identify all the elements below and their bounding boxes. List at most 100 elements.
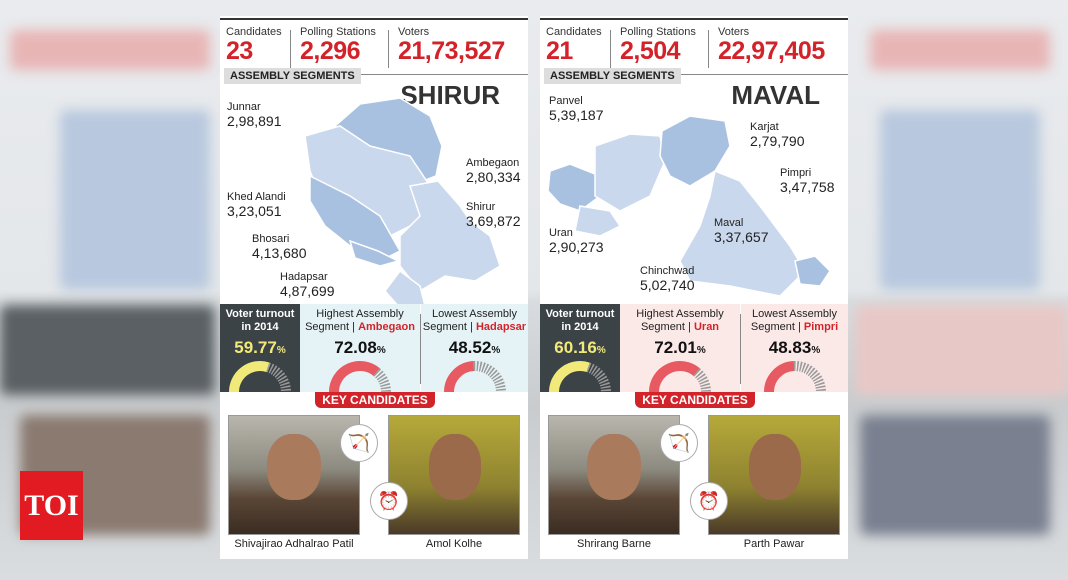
constituency-map	[304, 97, 501, 304]
segment-hadapsar	[384, 269, 426, 304]
candidates-count: 21	[546, 37, 573, 65]
gauge-fill	[229, 361, 270, 392]
highest-value: 72.08	[334, 338, 377, 357]
voter-turnout-box: Voter turnout in 2014 60.16%	[540, 304, 620, 392]
voter-turnout-label: Voter turnout in 2014	[225, 308, 295, 333]
segment-voters: 2,90,273	[549, 239, 604, 255]
segment-name: Uran	[549, 227, 573, 239]
gauge-fill	[443, 361, 474, 392]
candidate-photo	[548, 415, 680, 535]
lowest-value: 48.83	[768, 338, 812, 357]
segment-maval	[794, 255, 831, 287]
percent-sign: %	[596, 345, 606, 356]
toi-logo: TOI	[20, 471, 83, 540]
segment-label: Ambegaon 2,80,334	[466, 156, 521, 184]
assembly-segments-label: ASSEMBLY SEGMENTS	[224, 68, 361, 84]
voter-turnout-value: 60.16	[554, 338, 597, 357]
highest-label: Highest Assembly Segment |	[305, 308, 404, 333]
divider	[420, 314, 421, 384]
segment-karjat	[594, 133, 666, 212]
segment-voters: 3,47,758	[780, 179, 835, 195]
gauge-fill	[649, 361, 700, 392]
divider	[610, 30, 611, 68]
segment-label: Karjat 2,79,790	[750, 120, 805, 148]
divider	[388, 30, 389, 68]
clock-icon: ⏰	[370, 482, 408, 520]
divider	[660, 74, 848, 75]
turnout-section: Voter turnout in 2014 60.16% Highest Ass…	[540, 304, 848, 392]
constituency-title: SHIRUR	[400, 80, 500, 110]
percent-sign: %	[376, 345, 386, 356]
divider	[290, 30, 291, 68]
segment-voters: 4,87,699	[280, 283, 335, 299]
constituency-map	[547, 115, 831, 297]
segment-voters: 2,98,891	[227, 113, 282, 129]
polling-stations-label: Polling Stations	[300, 26, 376, 38]
voters-label: Voters	[398, 26, 430, 38]
highest-segment-box: Highest Assembly Segment | Uran 72.01%	[620, 304, 740, 392]
gauge-remainder	[266, 362, 291, 392]
segment-name: Bhosari	[252, 233, 290, 245]
divider	[340, 74, 528, 75]
segment-name: Maval	[714, 217, 744, 229]
segment-shirur	[399, 180, 501, 292]
segment-name: Panvel	[549, 95, 583, 107]
divider	[740, 314, 741, 384]
voters-count: 21,73,527	[398, 37, 505, 65]
gauge-remainder	[586, 362, 611, 392]
candidates-count: 23	[226, 37, 253, 65]
turnout-gauge	[549, 361, 611, 392]
polling-stations-count: 2,296	[300, 37, 361, 65]
highest-gauge	[329, 361, 391, 392]
segment-name: Khed Alandi	[227, 191, 286, 203]
highest-segment-name: Uran	[693, 321, 720, 333]
segment-label: Panvel 5,39,187	[549, 94, 604, 122]
segment-name: Junnar	[227, 101, 261, 113]
stats-row: Candidates 23 Polling Stations 2,296 Voter…	[220, 18, 528, 70]
candidates-label: Candidates	[546, 26, 602, 38]
constituency-panel: Candidates 23 Polling Stations 2,296 Voter…	[220, 16, 528, 559]
segment-voters: 5,02,740	[640, 277, 695, 293]
voter-turnout-box: Voter turnout in 2014 59.77%	[220, 304, 300, 392]
lowest-label: Lowest Assembly Segment |	[422, 308, 517, 333]
gauge-remainder	[793, 361, 826, 392]
highest-gauge	[649, 361, 711, 392]
voters-count: 22,97,405	[718, 37, 825, 65]
segment-name: Chinchwad	[640, 265, 695, 277]
segment-voters: 3,69,872	[466, 213, 521, 229]
percent-sign: %	[696, 345, 706, 356]
candidate-photo	[388, 415, 520, 535]
candidate-name: Shivajirao Adhalrao Patil	[234, 538, 354, 550]
candidate-name: Parth Pawar	[743, 538, 805, 550]
lowest-segment-name: Pimpri	[803, 321, 839, 333]
turnout-gauge	[229, 361, 291, 392]
lowest-segment-box: Lowest Assembly Segment | Pimpri 48.83%	[741, 304, 848, 392]
clock-icon: ⏰	[690, 482, 728, 520]
segment-label: Bhosari 4,13,680	[252, 232, 307, 260]
segment-label: Uran 2,90,273	[549, 226, 604, 254]
percent-sign: %	[276, 345, 286, 356]
gauge-fill	[329, 361, 380, 392]
highest-segment-box: Highest Assembly Segment | Ambegaon 72.0…	[300, 304, 420, 392]
highest-label: Highest Assembly Segment |	[636, 308, 724, 333]
highest-value: 72.01	[654, 338, 697, 357]
segment-voters: 3,37,657	[714, 229, 769, 245]
bow-arrow-icon: 🏹	[340, 424, 378, 462]
gauge-remainder	[473, 361, 506, 392]
segment-voters: 2,80,334	[466, 169, 521, 185]
highest-segment-name: Ambegaon	[358, 321, 415, 333]
segment-label: Maval 3,37,657	[714, 216, 769, 244]
gauge-fill	[549, 361, 590, 392]
lowest-segment-name: Hadapsar	[475, 321, 527, 333]
lowest-gauge	[443, 361, 506, 392]
divider	[708, 30, 709, 68]
segment-label: Pimpri 3,47,758	[780, 166, 835, 194]
lowest-label: Lowest Assembly Segment |	[750, 308, 837, 333]
candidates-label: Candidates	[226, 26, 282, 38]
turnout-section: Voter turnout in 2014 59.77% Highest Ass…	[220, 304, 528, 392]
voters-label: Voters	[718, 26, 750, 38]
segment-voters: 2,79,790	[750, 133, 805, 149]
candidate-name: Amol Kolhe	[425, 538, 483, 550]
segment-uran	[679, 169, 806, 297]
segment-chinchwad	[574, 205, 622, 237]
